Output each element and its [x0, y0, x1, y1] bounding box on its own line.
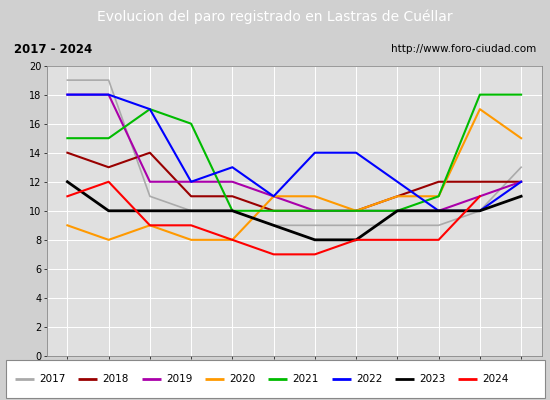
Text: 2022: 2022 [356, 374, 382, 384]
Text: http://www.foro-ciudad.com: http://www.foro-ciudad.com [391, 44, 536, 54]
Text: 2020: 2020 [229, 374, 256, 384]
FancyBboxPatch shape [6, 360, 544, 398]
Text: 2019: 2019 [166, 374, 192, 384]
Text: 2018: 2018 [103, 374, 129, 384]
Text: 2017 - 2024: 2017 - 2024 [14, 43, 92, 56]
Text: 2021: 2021 [293, 374, 319, 384]
Text: 2024: 2024 [482, 374, 509, 384]
Text: Evolucion del paro registrado en Lastras de Cuéllar: Evolucion del paro registrado en Lastras… [97, 9, 453, 24]
Text: 2023: 2023 [419, 374, 446, 384]
Text: 2017: 2017 [39, 374, 65, 384]
